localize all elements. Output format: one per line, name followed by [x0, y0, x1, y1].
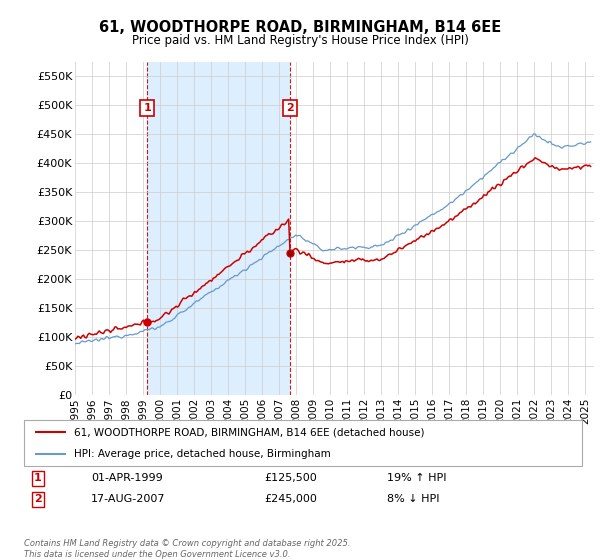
Bar — [148, 62, 290, 395]
Text: 2: 2 — [34, 494, 42, 504]
Text: Price paid vs. HM Land Registry's House Price Index (HPI): Price paid vs. HM Land Registry's House … — [131, 34, 469, 46]
Text: £125,500: £125,500 — [264, 473, 317, 483]
Text: £245,000: £245,000 — [264, 494, 317, 504]
Text: 8% ↓ HPI: 8% ↓ HPI — [387, 494, 439, 504]
Text: 2: 2 — [286, 103, 293, 113]
Text: 1: 1 — [143, 103, 151, 113]
Text: 61, WOODTHORPE ROAD, BIRMINGHAM, B14 6EE: 61, WOODTHORPE ROAD, BIRMINGHAM, B14 6EE — [99, 20, 501, 35]
Text: Contains HM Land Registry data © Crown copyright and database right 2025.
This d: Contains HM Land Registry data © Crown c… — [24, 539, 350, 559]
Text: 01-APR-1999: 01-APR-1999 — [91, 473, 163, 483]
Text: 1: 1 — [34, 473, 42, 483]
Text: HPI: Average price, detached house, Birmingham: HPI: Average price, detached house, Birm… — [74, 449, 331, 459]
Text: 19% ↑ HPI: 19% ↑ HPI — [387, 473, 446, 483]
Text: 17-AUG-2007: 17-AUG-2007 — [91, 494, 166, 504]
FancyBboxPatch shape — [24, 420, 582, 466]
Text: 61, WOODTHORPE ROAD, BIRMINGHAM, B14 6EE (detached house): 61, WOODTHORPE ROAD, BIRMINGHAM, B14 6EE… — [74, 427, 425, 437]
